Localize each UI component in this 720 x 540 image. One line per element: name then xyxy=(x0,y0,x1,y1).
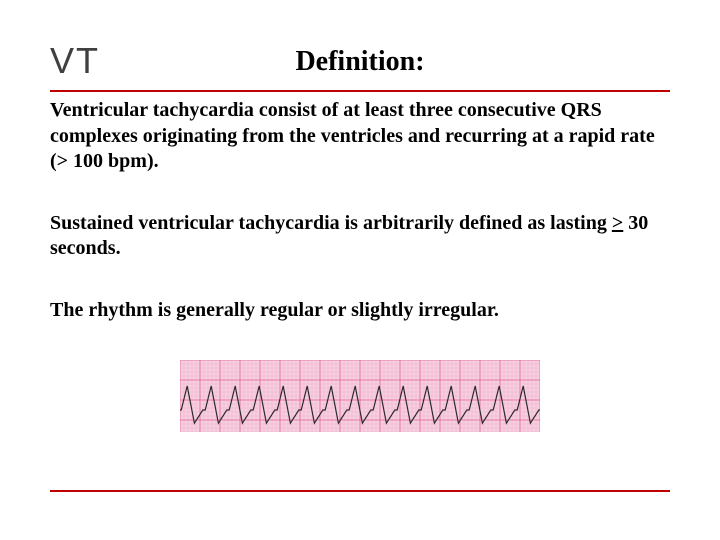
p2-underlined: > xyxy=(612,212,623,234)
ecg-strip xyxy=(180,360,540,432)
ecg-svg xyxy=(180,360,540,432)
p2-pre: Sustained ventricular tachycardia is arb… xyxy=(50,212,612,234)
divider-top xyxy=(50,90,670,92)
ecg-wrap xyxy=(50,360,670,432)
paragraph-2: Sustained ventricular tachycardia is arb… xyxy=(50,211,670,262)
slide: VT Definition: Ventricular tachycardia c… xyxy=(0,0,720,540)
slide-title: Definition: xyxy=(50,46,670,78)
paragraph-3: The rhythm is generally regular or sligh… xyxy=(50,298,670,324)
divider-bottom xyxy=(50,490,670,492)
paragraph-1: Ventricular tachycardia consist of at le… xyxy=(50,98,670,175)
header-row: VT Definition: xyxy=(50,40,670,82)
